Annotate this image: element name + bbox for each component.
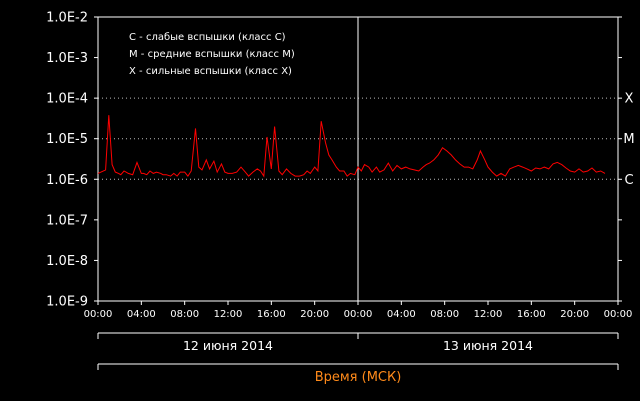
y-tick-label: 1.0E-7 <box>46 213 88 228</box>
y-tick-label: 1.0E-8 <box>46 254 88 269</box>
y-tick-label: 1.0E-4 <box>46 92 88 107</box>
day-bracket <box>97 332 619 339</box>
x-tick-label: 12:00 <box>474 309 503 320</box>
x-tick-label: 20:00 <box>560 309 589 320</box>
x-tick-label: 16:00 <box>257 309 286 320</box>
x-tick-label: 00:00 <box>344 309 373 320</box>
legend: C - слабые вспышки (класс C) M - средние … <box>129 32 295 77</box>
level-label-M: M <box>623 132 634 147</box>
y-tick-label: 1.0E-2 <box>46 11 88 26</box>
level-label-X: X <box>625 92 634 107</box>
x-tick-label: 08:00 <box>170 309 199 320</box>
level-label-C: C <box>624 173 633 188</box>
x-tick-label: 12:00 <box>214 309 243 320</box>
x-tick-label: 16:00 <box>517 309 546 320</box>
x-tick-label: 08:00 <box>430 309 459 320</box>
flux-series-line <box>97 115 606 178</box>
day-label-june-12: 12 июня 2014 <box>183 338 273 353</box>
y-tick-label: 1.0E-5 <box>46 132 88 147</box>
x-tick-label: 00:00 <box>84 309 113 320</box>
x-tick-label: 04:00 <box>127 309 156 320</box>
x-tick-label: 20:00 <box>300 309 329 320</box>
day-label-june-13: 13 июня 2014 <box>443 338 533 353</box>
y-tick-label: 1.0E-9 <box>46 295 88 310</box>
x-axis: 00:00 04:00 08:00 12:00 16:00 20:00 00:00 04:00… <box>84 301 633 320</box>
y-tick-label: 1.0E-3 <box>46 51 88 66</box>
x-axis-label: Время (МСК) <box>315 370 402 385</box>
time-axis-bracket <box>97 363 619 370</box>
x-tick-label: 04:00 <box>387 309 416 320</box>
legend-entry: M - средние вспышки (класс M) <box>129 49 295 60</box>
flare-level-labels: X M C <box>623 92 634 188</box>
y-tick-label: 1.0E-6 <box>46 173 88 188</box>
legend-entry: X - сильные вспышки (класс X) <box>129 66 292 77</box>
y-axis: 1.0E-9 1.0E-8 1.0E-7 1.0E-6 1.0E-5 1.0E-4 1.0E… <box>46 11 622 310</box>
x-tick-label: 00:00 <box>604 309 633 320</box>
legend-entry: C - слабые вспышки (класс C) <box>129 32 286 43</box>
